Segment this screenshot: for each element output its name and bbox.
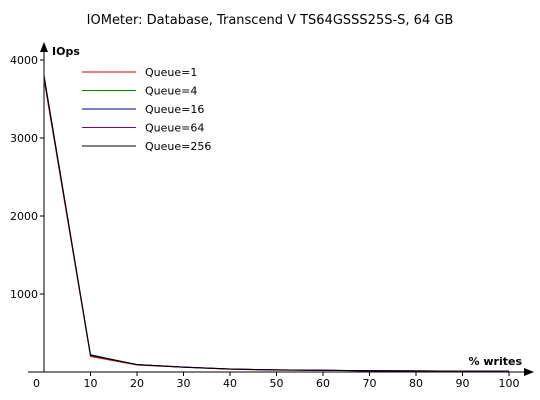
x-axis-label: % writes	[469, 355, 523, 368]
x-ticks: 0 10 20 30 40 50 60 70 80 90 100	[33, 372, 520, 390]
x-tick-label: 20	[130, 377, 144, 390]
x-tick-label: 0	[33, 377, 40, 390]
series-lines	[43, 75, 510, 372]
y-axis-arrow	[40, 42, 48, 52]
x-tick-label: 90	[456, 377, 470, 390]
x-tick-label: 10	[84, 377, 98, 390]
series-line-queue-64	[43, 75, 510, 372]
x-tick-label: 50	[270, 377, 284, 390]
series-line-queue-16	[43, 76, 510, 372]
y-tick-label: 1000	[10, 288, 38, 301]
y-tick-label: 3000	[10, 132, 38, 145]
legend-label: Queue=4	[145, 85, 197, 98]
series-line-queue-256	[43, 75, 510, 372]
legend-label: Queue=16	[145, 103, 204, 116]
x-tick-label: 40	[223, 377, 237, 390]
legend: Queue=1 Queue=4 Queue=16 Queue=64 Queue=256	[82, 66, 211, 153]
series-line-queue-4	[43, 77, 510, 372]
x-axis-arrow	[524, 368, 534, 376]
y-tick-label: 4000	[10, 54, 38, 67]
x-tick-label: 100	[499, 377, 520, 390]
y-ticks: 1000 2000 3000 4000	[10, 54, 44, 301]
legend-label: Queue=64	[145, 122, 204, 135]
series-line-queue-1	[43, 79, 510, 372]
x-tick-label: 60	[316, 377, 330, 390]
chart-title: IOMeter: Database, Transcend V TS64GSSS2…	[87, 13, 454, 28]
legend-label: Queue=256	[145, 140, 211, 153]
x-tick-label: 70	[363, 377, 377, 390]
x-tick-label: 80	[409, 377, 423, 390]
legend-label: Queue=1	[145, 66, 197, 79]
x-tick-label: 30	[177, 377, 191, 390]
y-tick-label: 2000	[10, 210, 38, 223]
y-axis-label: IOps	[52, 45, 80, 58]
